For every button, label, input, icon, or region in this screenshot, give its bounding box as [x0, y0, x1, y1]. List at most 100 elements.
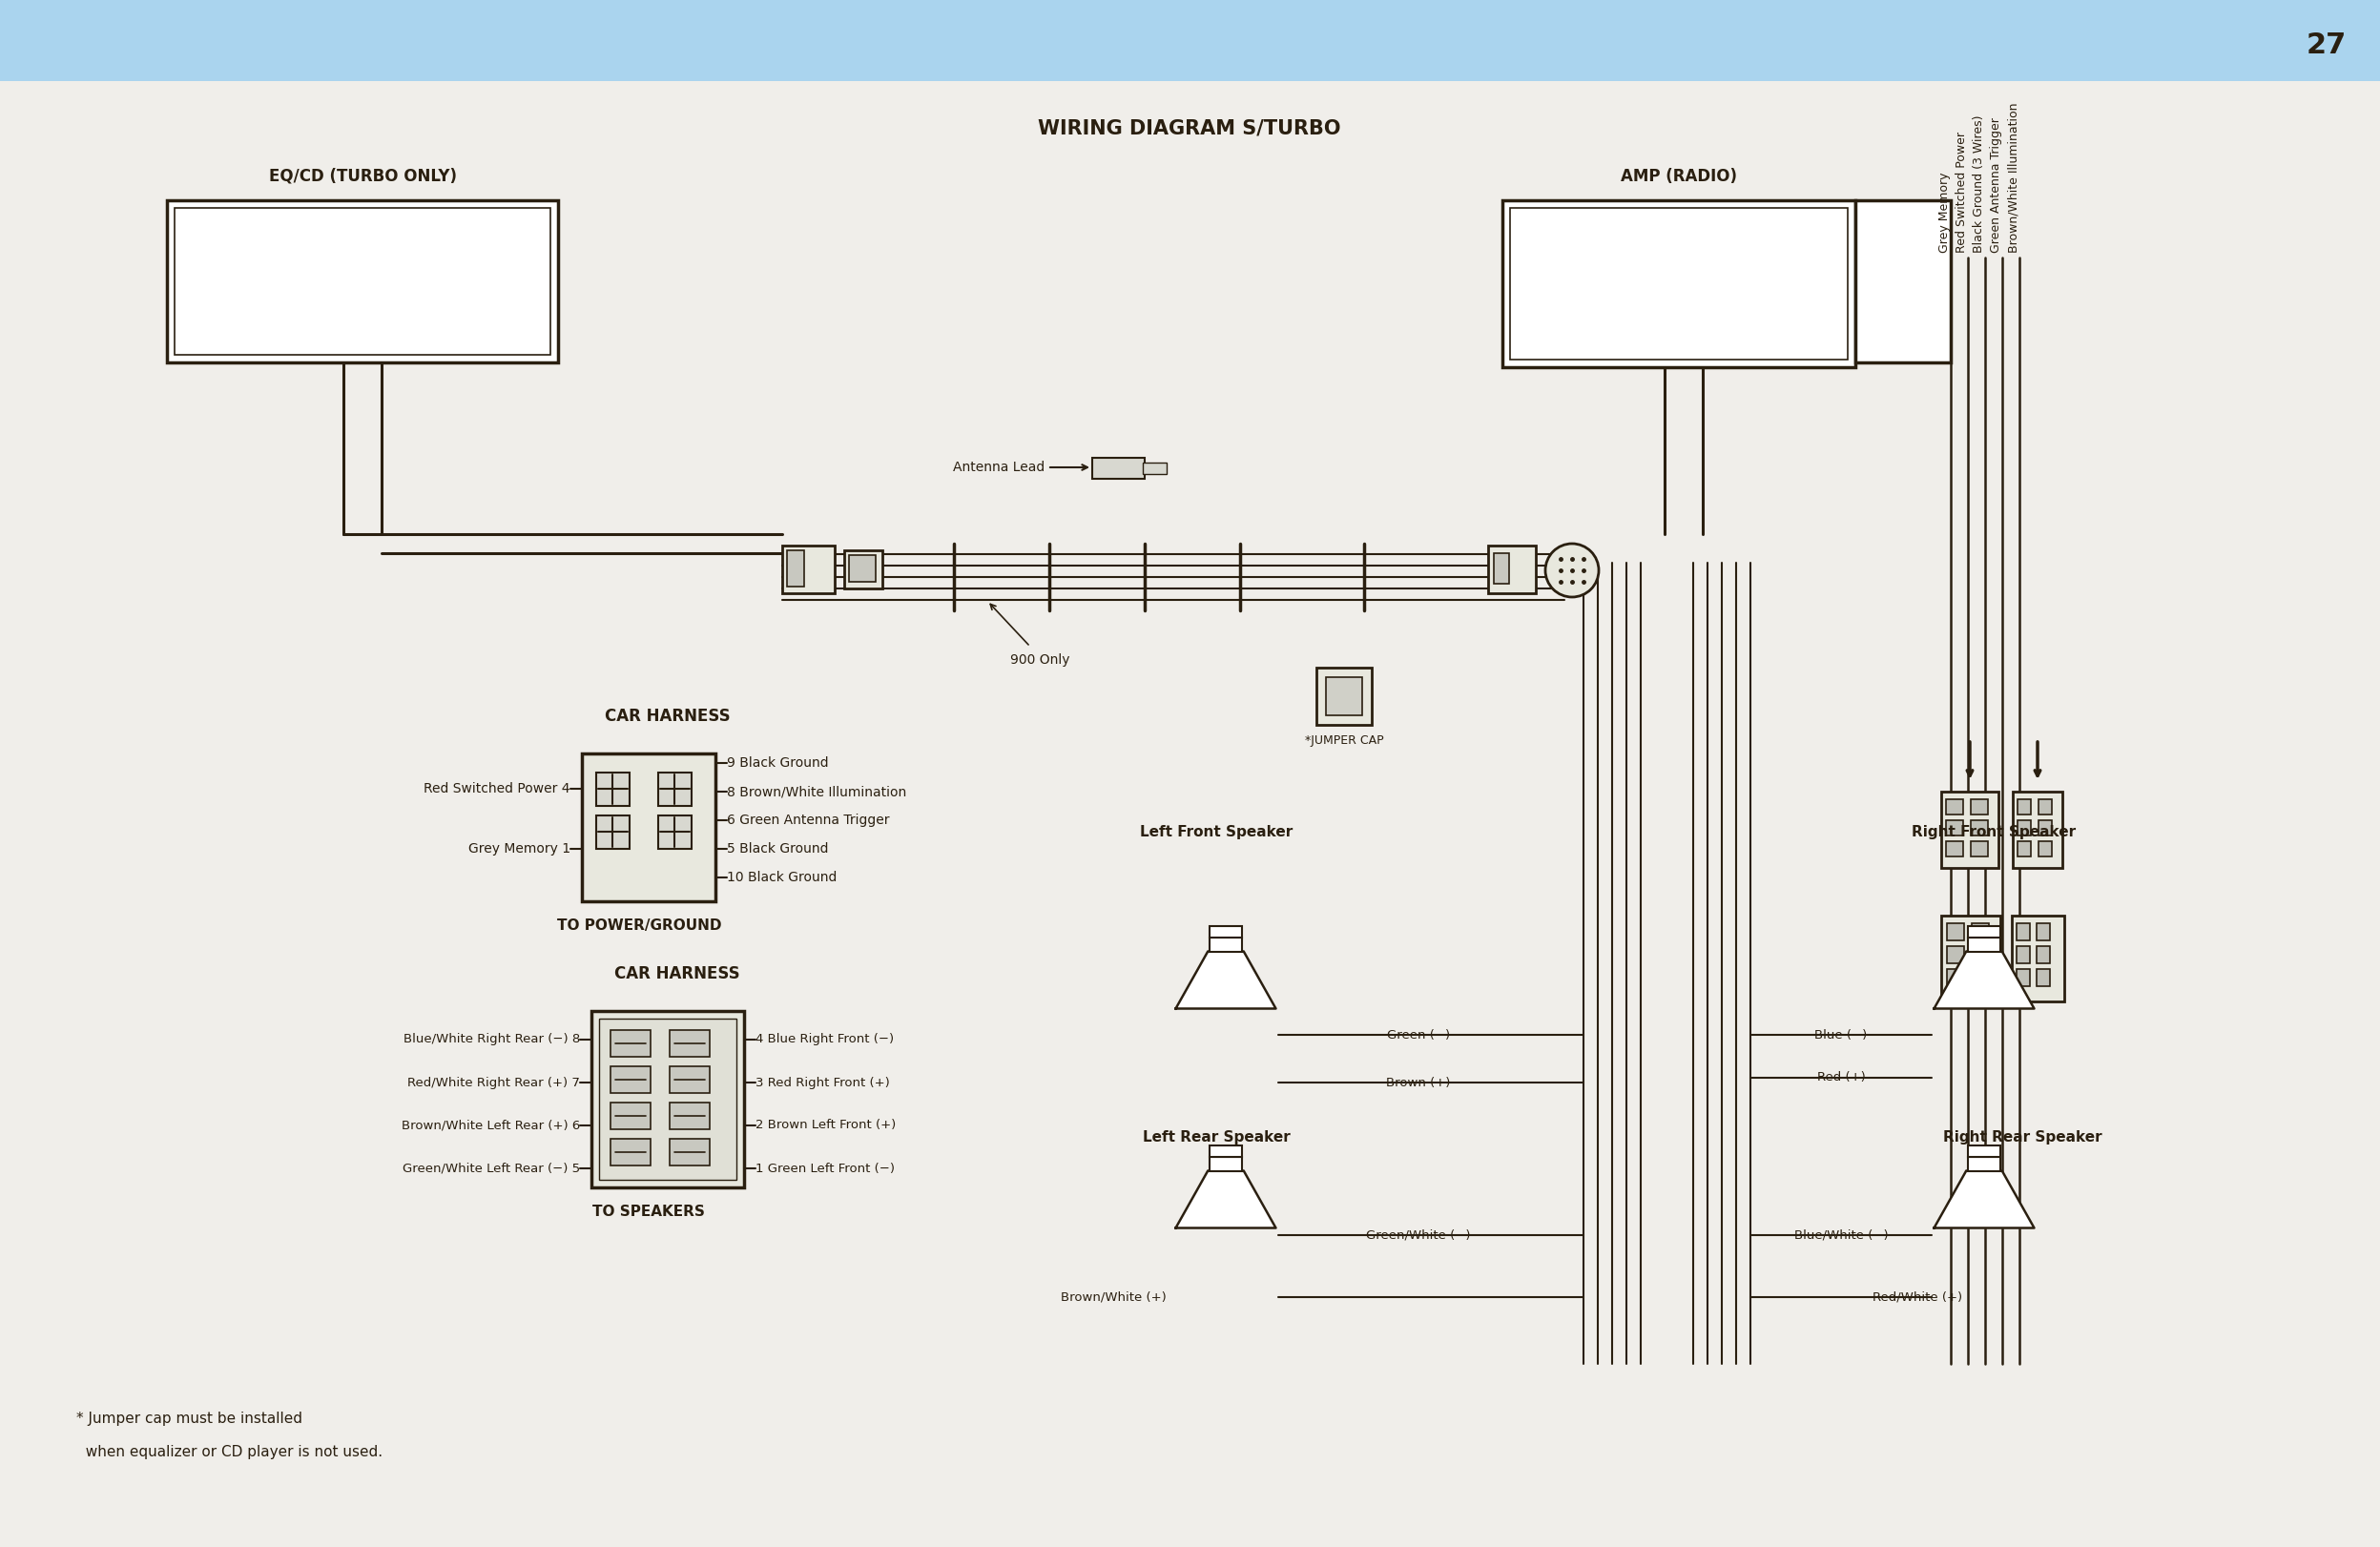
Text: 4 Blue Right Front (−): 4 Blue Right Front (−) — [754, 1033, 895, 1046]
Bar — [1947, 924, 1964, 941]
Bar — [850, 555, 876, 582]
Bar — [1488, 546, 1535, 593]
Bar — [669, 1103, 709, 1129]
Bar — [1971, 924, 1990, 941]
Bar — [659, 772, 693, 806]
Bar — [1209, 937, 1242, 951]
Text: *JUMPER CAP: *JUMPER CAP — [1304, 735, 1383, 747]
Bar — [167, 200, 557, 362]
Text: 5 Black Ground: 5 Black Ground — [726, 842, 828, 855]
Text: Red/White (+): Red/White (+) — [1873, 1290, 1961, 1303]
Bar — [1942, 916, 1999, 1001]
Text: 1 Green Left Front (−): 1 Green Left Front (−) — [754, 1162, 895, 1174]
Bar — [1947, 842, 1964, 857]
Text: * Jumper cap must be installed: * Jumper cap must be installed — [76, 1411, 302, 1426]
Text: Red Switched Power: Red Switched Power — [1956, 131, 1968, 252]
Text: 3 Red Right Front (+): 3 Red Right Front (+) — [754, 1077, 890, 1089]
Bar — [2011, 916, 2063, 1001]
Bar — [788, 551, 804, 586]
Bar — [2018, 820, 2030, 835]
Text: TO POWER/GROUND: TO POWER/GROUND — [557, 919, 721, 933]
Text: Green (−): Green (−) — [1388, 1029, 1449, 1041]
Text: Brown/White (+): Brown/White (+) — [1061, 1290, 1166, 1303]
Text: 6 Green Antenna Trigger: 6 Green Antenna Trigger — [726, 814, 890, 828]
Bar — [1971, 800, 1987, 815]
Bar — [2037, 968, 2049, 985]
Bar — [1971, 820, 1987, 835]
Bar — [845, 551, 883, 588]
Text: CAR HARNESS: CAR HARNESS — [614, 965, 740, 982]
Text: 10 Black Ground: 10 Black Ground — [726, 871, 838, 885]
Bar — [600, 1018, 735, 1180]
Bar — [2018, 842, 2030, 857]
Bar — [1968, 937, 1999, 951]
Text: Grey Memory 1: Grey Memory 1 — [469, 842, 571, 855]
Polygon shape — [1176, 1171, 1276, 1228]
Text: 900 Only: 900 Only — [1009, 653, 1069, 667]
Text: 27: 27 — [2306, 32, 2347, 60]
Bar — [1316, 668, 1371, 726]
Bar — [1209, 927, 1242, 937]
Text: EQ/CD (TURBO ONLY): EQ/CD (TURBO ONLY) — [269, 169, 457, 186]
Bar — [1495, 554, 1509, 583]
Text: TO SPEAKERS: TO SPEAKERS — [593, 1205, 704, 1219]
Bar — [0, 0, 2380, 80]
Text: Grey Memory: Grey Memory — [1937, 172, 1952, 252]
Text: 9 Black Ground: 9 Black Ground — [726, 756, 828, 770]
Bar — [1971, 947, 1990, 964]
Bar — [2040, 842, 2052, 857]
Bar — [2037, 924, 2049, 941]
Text: Right Rear Speaker: Right Rear Speaker — [1942, 1131, 2102, 1145]
Text: Green Antenna Trigger: Green Antenna Trigger — [1990, 118, 2002, 252]
Bar — [659, 815, 693, 849]
Bar — [1502, 200, 1856, 367]
Text: when equalizer or CD player is not used.: when equalizer or CD player is not used. — [76, 1445, 383, 1459]
Bar — [2016, 924, 2030, 941]
Text: AMP (RADIO): AMP (RADIO) — [1621, 169, 1737, 186]
Bar — [2016, 968, 2030, 985]
Bar — [2037, 947, 2049, 964]
Bar — [1509, 207, 1847, 359]
Polygon shape — [1935, 1171, 2035, 1228]
Bar — [783, 546, 835, 593]
Text: Brown (+): Brown (+) — [1385, 1077, 1449, 1089]
Text: Left Front Speaker: Left Front Speaker — [1140, 825, 1292, 840]
Bar — [2016, 947, 2030, 964]
Bar — [1968, 1146, 1999, 1157]
Text: Red/White Right Rear (+) 7: Red/White Right Rear (+) 7 — [407, 1077, 581, 1089]
Text: Green/White Left Rear (−) 5: Green/White Left Rear (−) 5 — [402, 1162, 581, 1174]
Text: 8 Brown/White Illumination: 8 Brown/White Illumination — [726, 784, 907, 798]
Bar — [1942, 792, 1999, 868]
Bar — [597, 772, 631, 806]
Text: CAR HARNESS: CAR HARNESS — [605, 707, 731, 726]
Bar — [1209, 1146, 1242, 1157]
Bar — [669, 1139, 709, 1165]
Bar — [1947, 800, 1964, 815]
Bar — [669, 1066, 709, 1094]
Bar — [1968, 927, 1999, 937]
Bar — [1856, 200, 1952, 362]
Polygon shape — [1935, 951, 2035, 1009]
Circle shape — [1545, 543, 1599, 597]
Bar — [174, 207, 550, 354]
Polygon shape — [1176, 951, 1276, 1009]
Bar — [1209, 1157, 1242, 1171]
Text: Green/White (−): Green/White (−) — [1366, 1228, 1471, 1241]
Text: Red (+): Red (+) — [1816, 1072, 1866, 1084]
Text: Right Front Speaker: Right Front Speaker — [1911, 825, 2075, 840]
Text: Black Ground (3 Wires): Black Ground (3 Wires) — [1973, 114, 1985, 252]
Text: Brown/White Left Rear (+) 6: Brown/White Left Rear (+) 6 — [402, 1118, 581, 1132]
Bar — [1968, 1157, 1999, 1171]
Bar — [612, 1139, 650, 1165]
Bar — [669, 1030, 709, 1057]
Bar — [1947, 968, 1964, 985]
Bar — [597, 815, 631, 849]
Bar — [1947, 820, 1964, 835]
Bar — [581, 753, 716, 902]
Bar — [1092, 458, 1145, 478]
Bar — [1142, 463, 1166, 473]
Bar — [2018, 800, 2030, 815]
Bar — [1326, 678, 1361, 715]
Bar — [1947, 947, 1964, 964]
Text: Blue/White Right Rear (−) 8: Blue/White Right Rear (−) 8 — [402, 1033, 581, 1046]
